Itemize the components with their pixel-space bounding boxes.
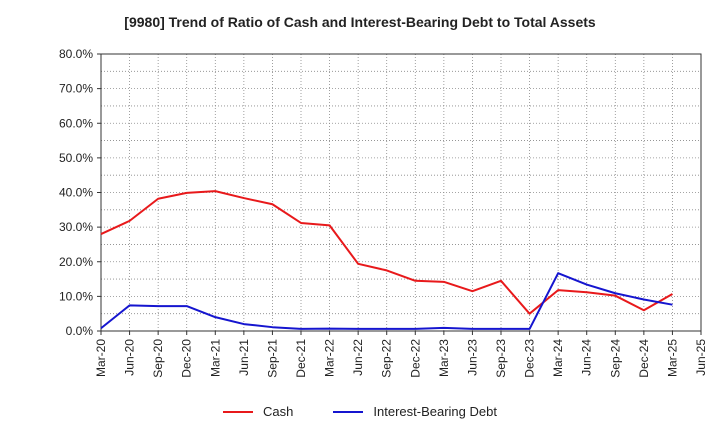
y-tick-label: 20.0% <box>59 255 93 269</box>
x-tick-label: Mar-23 <box>437 339 451 377</box>
x-tick-label: Mar-22 <box>323 339 337 377</box>
x-tick-label: Sep-23 <box>494 339 508 378</box>
x-tick-label: Mar-21 <box>208 339 222 377</box>
x-tick-label: Dec-21 <box>294 339 308 378</box>
legend-item-debt: Interest-Bearing Debt <box>333 404 497 419</box>
y-tick-label: 30.0% <box>59 220 93 234</box>
x-tick-label: Jun-23 <box>465 339 479 376</box>
legend-swatch-cash <box>223 410 254 413</box>
y-tick-label: 80.0% <box>59 47 93 61</box>
x-tick-label: Jun-20 <box>123 339 137 376</box>
x-tick-label: Mar-20 <box>94 339 108 377</box>
x-tick-label: Sep-24 <box>608 339 622 378</box>
x-tick-label: Dec-24 <box>637 339 651 378</box>
x-tick-label: Sep-22 <box>380 339 394 378</box>
y-axis-ticks: 0.0% 10.0% 20.0% 30.0% 40.0% 50.0% 60.0% 70.0% 8… <box>59 47 101 338</box>
x-tick-label: Jun-24 <box>580 339 594 376</box>
legend-swatch-debt <box>333 410 364 413</box>
x-tick-label: Dec-22 <box>408 339 422 378</box>
y-tick-label: 60.0% <box>59 116 93 130</box>
x-tick-label: Mar-25 <box>665 339 679 377</box>
x-tick-label: Sep-20 <box>151 339 165 378</box>
x-tick-label: Sep-21 <box>265 339 279 378</box>
y-tick-label: 0.0% <box>66 324 94 338</box>
x-axis-ticks: Mar-20 Jun-20 Sep-20 Dec-20 Mar-21 Jun-21 Sep-… <box>94 331 708 378</box>
x-tick-label: Mar-24 <box>551 339 565 377</box>
legend-label-debt: Interest-Bearing Debt <box>373 404 497 419</box>
legend: Cash Interest-Bearing Debt <box>0 404 720 419</box>
x-tick-label: Jun-25 <box>694 339 708 376</box>
x-tick-label: Dec-20 <box>180 339 194 378</box>
legend-item-cash: Cash <box>223 404 293 419</box>
legend-label-cash: Cash <box>263 404 294 419</box>
series-line-interest-bearing-debt <box>100 272 673 330</box>
y-tick-label: 70.0% <box>59 82 93 96</box>
chart-title: [9980] Trend of Ratio of Cash and Intere… <box>124 14 596 30</box>
y-tick-label: 40.0% <box>59 186 93 200</box>
x-tick-label: Jun-22 <box>351 339 365 376</box>
x-tick-label: Jun-21 <box>237 339 251 376</box>
y-tick-label: 50.0% <box>59 151 93 165</box>
series-lines <box>100 190 673 330</box>
y-tick-label: 10.0% <box>59 289 93 303</box>
x-tick-label: Dec-23 <box>523 339 537 378</box>
